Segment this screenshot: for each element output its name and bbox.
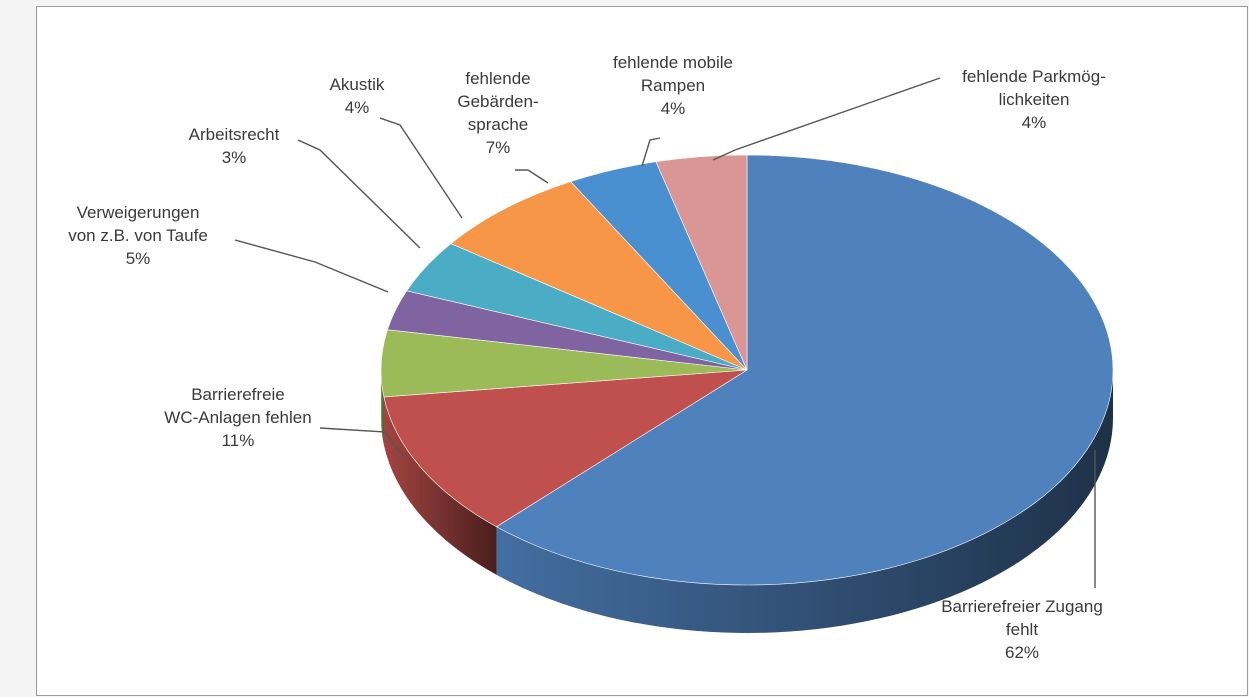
slice-label: Barrierefreier Zugang fehlt 62% [941, 597, 1103, 662]
slice-label: Arbeitsrecht 3% [189, 125, 280, 167]
slice-label-line: Barrierefreier Zugang [941, 597, 1103, 616]
pie-slice [450, 181, 748, 371]
pie-slice [495, 154, 1114, 586]
slice-label-line: Rampen [641, 76, 705, 95]
pie-slice [655, 154, 748, 371]
slice-label-line: fehlende Parkmög- [962, 67, 1106, 86]
leader-line [712, 77, 941, 161]
leader-line [379, 117, 463, 219]
slice-label-line: 11% [222, 431, 255, 450]
slice-label: fehlende Parkmög-lichkeiten 4% [962, 67, 1106, 132]
slice-label: Verweigerungen von z.B. von Taufe 5% [68, 203, 208, 268]
slice-label-line: fehlt [1006, 620, 1038, 639]
slice-label-line: 4% [345, 98, 370, 117]
slice-label-line: fehlende [465, 69, 530, 88]
leader-line [515, 169, 549, 184]
leader-line [319, 427, 405, 459]
slice-label-line: Akustik [330, 75, 385, 94]
slice-label-line: Verweigerungen [77, 203, 200, 222]
slice-label-line: Arbeitsrecht [189, 125, 280, 144]
slice-label-line: von z.B. von Taufe [68, 226, 208, 245]
slice-label-line: 62% [1005, 643, 1039, 662]
slice-label-line: Gebärden- [457, 92, 538, 111]
pie-slice-side [383, 396, 497, 575]
leader-line [297, 139, 421, 249]
slice-label: fehlende mobile Rampen 4% [613, 53, 733, 118]
slice-label-line: 5% [126, 249, 151, 268]
pie-slice-side [381, 370, 384, 445]
slice-label-line: 3% [222, 148, 247, 167]
slice-label: Akustik 4% [330, 75, 385, 117]
leader-line [234, 239, 389, 293]
slice-label-line: 7% [486, 138, 511, 157]
slice-label: fehlende Gebärden-sprache 7% [457, 69, 538, 157]
slice-label-line: Barrierefreie [191, 385, 285, 404]
slice-label-line: 4% [661, 99, 686, 118]
slice-label-line: fehlende mobile [613, 53, 733, 72]
pie-slice-side [496, 370, 1113, 633]
slice-label-line: lichkeiten [999, 90, 1070, 109]
leader-line [641, 137, 661, 167]
slice-label-line: 4% [1022, 113, 1047, 132]
slice-label: Barrierefreie WC-Anlagen fehlen 11% [164, 385, 311, 450]
slice-label-line: WC-Anlagen fehlen [164, 408, 311, 427]
pie-slice [383, 369, 748, 528]
slice-label-line: sprache [468, 115, 528, 134]
